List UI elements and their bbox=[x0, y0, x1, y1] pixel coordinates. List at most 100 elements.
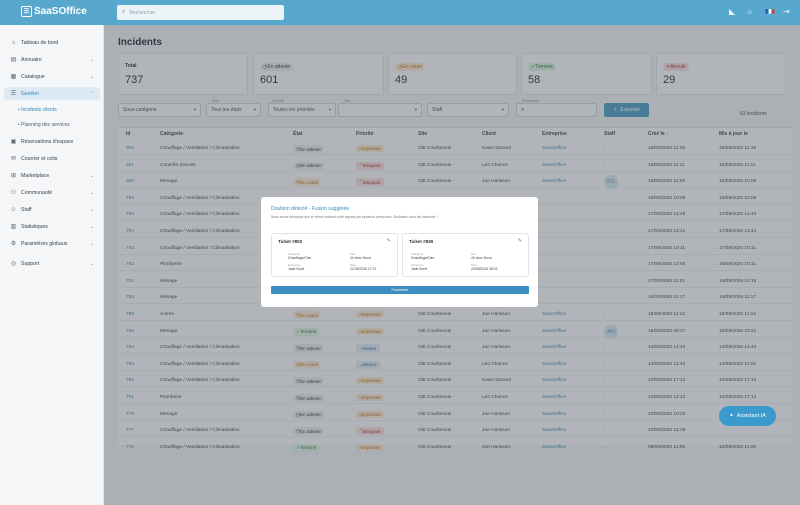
cell-id[interactable]: 778 bbox=[126, 411, 135, 417]
cell-ent[interactable]: SaaSOffice bbox=[542, 179, 567, 185]
col-header-priorite[interactable]: Priorité bbox=[356, 131, 374, 137]
stat-card-termine[interactable]: ✓ Terminé 58 bbox=[521, 53, 652, 95]
table-row[interactable] bbox=[118, 425, 792, 438]
subitem-planning-services[interactable]: • Planning des services bbox=[18, 122, 70, 128]
status-badge: ◷ En attente bbox=[260, 63, 294, 71]
stat-card-annule[interactable]: ✕ Annulé 29 bbox=[656, 53, 786, 95]
app-logo[interactable]: ☰ SaaSOffice bbox=[21, 6, 87, 17]
sidebar-item-dashboard[interactable]: ⌂ Tableau de bord bbox=[4, 36, 100, 49]
entreprise-search[interactable]: ⌕ bbox=[516, 103, 597, 117]
cell-id[interactable]: 781 bbox=[126, 395, 135, 400]
cell-ent[interactable]: SaaSOffice bbox=[542, 444, 567, 450]
logout-icon[interactable]: ⇥ bbox=[783, 7, 790, 16]
sidebar-item-marketplace[interactable]: ⊞ Marketplace ⌄ bbox=[4, 169, 100, 182]
sidebar-item-courrier[interactable]: ✉ Courrier et colis bbox=[4, 152, 100, 165]
sidebar-item-parametres[interactable]: ⚙ Paramètres globaux ⌄ bbox=[4, 237, 100, 250]
stat-card-en-attente[interactable]: ◷ En attente 601 bbox=[253, 53, 384, 95]
staff-select[interactable]: Staff ▾ bbox=[427, 103, 509, 117]
cell-ent[interactable]: SaaSOffice bbox=[542, 345, 567, 351]
merge-button[interactable]: Fusionner bbox=[271, 286, 529, 294]
cell-id[interactable]: 795 bbox=[126, 212, 135, 218]
subcategory-select[interactable]: Sous-catégorie ▾ bbox=[118, 103, 201, 117]
table-row[interactable] bbox=[118, 160, 792, 172]
sidebar-item-support[interactable]: ◎ Support ⌄ bbox=[4, 257, 100, 270]
cell-maj: 16/09/2026 10:19 bbox=[719, 278, 757, 284]
avatar[interactable]: AH bbox=[604, 324, 618, 339]
cell-ent[interactable]: SaaSOffice bbox=[542, 146, 567, 151]
col-header-id[interactable]: Id bbox=[126, 131, 131, 137]
assistant-ia-button[interactable]: ✦ Assistant IA bbox=[719, 406, 776, 426]
col-header-site[interactable]: Site bbox=[418, 131, 428, 137]
cell-id[interactable]: 794 bbox=[126, 229, 135, 234]
table-row[interactable] bbox=[118, 442, 792, 454]
edit-icon[interactable]: ✎ bbox=[386, 238, 391, 244]
col-header-entreprise[interactable]: Entreprise bbox=[542, 131, 567, 137]
sidebar-item-statistiques[interactable]: ▥ Statistiques ⌄ bbox=[4, 220, 100, 233]
priority-icon: ≡ bbox=[359, 328, 362, 334]
priorite-select[interactable]: Toutes les priorités ▾ bbox=[268, 103, 336, 117]
cell-id[interactable]: 789 bbox=[126, 312, 135, 317]
col-header-categorie[interactable]: Catégorie bbox=[160, 131, 184, 137]
cell-id[interactable]: 784 bbox=[126, 345, 135, 351]
cell-ent[interactable]: SaaSOffice bbox=[542, 162, 567, 168]
stats-icon[interactable]: ◣ bbox=[729, 7, 736, 16]
field-key: Site bbox=[471, 252, 476, 256]
col-header-maj[interactable]: Mis à jour le bbox=[719, 131, 748, 137]
etat-select[interactable]: Tous les états ▾ bbox=[206, 103, 261, 117]
subitem-incidents-clients[interactable]: • Incidents clients bbox=[18, 107, 57, 113]
sidebar-item-reservations[interactable]: ▣ Réservations d'espace bbox=[4, 135, 100, 148]
sidebar-item-catalogue[interactable]: ▦ Catalogue ⌄ bbox=[4, 70, 100, 83]
table-row[interactable] bbox=[118, 359, 792, 371]
sidebar-item-communaute[interactable]: ⚇ Communauté ⌄ bbox=[4, 186, 100, 199]
sidebar-item-annuaire[interactable]: ▤ Annuaire ⌄ bbox=[4, 53, 100, 66]
cell-maj: 16/09/2026 11:17 bbox=[719, 295, 756, 301]
edit-icon[interactable]: ✎ bbox=[517, 238, 522, 244]
cell-id[interactable]: 777 bbox=[126, 428, 135, 434]
export-button[interactable]: ⇩ Exporter bbox=[604, 103, 649, 117]
col-header-client[interactable]: Client bbox=[482, 131, 496, 137]
cell-id[interactable]: 791 bbox=[126, 278, 135, 284]
table-row[interactable] bbox=[118, 326, 792, 338]
ticket-card[interactable]: Ticket #839 ✎ Catégorie Chauffage/Clim S… bbox=[402, 233, 529, 277]
cell-id[interactable]: 783 bbox=[126, 361, 135, 367]
cell-ent[interactable]: SaaSOffice bbox=[542, 411, 567, 417]
table-row[interactable] bbox=[118, 176, 792, 189]
sidebar-item-gestion[interactable]: ☰ Gestion ⌃ bbox=[4, 87, 100, 100]
cell-ent[interactable]: SaaSOffice bbox=[542, 395, 567, 400]
flag-fr-icon[interactable]: ▮▮▮ bbox=[765, 9, 775, 15]
cell-id[interactable]: 782 bbox=[126, 378, 135, 384]
table-row[interactable] bbox=[118, 309, 792, 321]
search-input[interactable]: ⌕ Rechercher bbox=[117, 5, 284, 20]
table-row[interactable] bbox=[118, 409, 792, 421]
status-icon: ◷ bbox=[296, 411, 301, 417]
cell-id[interactable]: 801 bbox=[126, 162, 135, 168]
site-select[interactable]: ▾ bbox=[338, 103, 422, 117]
avatar[interactable]: FG bbox=[604, 175, 618, 190]
col-header-etat[interactable]: État bbox=[293, 131, 303, 137]
cell-ent[interactable]: SaaSOffice bbox=[542, 361, 567, 367]
catalog-icon: ▦ bbox=[10, 74, 17, 80]
cell-ent[interactable]: SaaSOffice bbox=[542, 428, 567, 434]
table-row[interactable] bbox=[118, 392, 792, 404]
cell-id[interactable]: 800 bbox=[126, 179, 135, 185]
cell-ent[interactable]: SaaSOffice bbox=[542, 378, 567, 384]
cell-id[interactable]: 790 bbox=[126, 295, 135, 301]
stat-card-total[interactable]: Total 737 bbox=[118, 53, 248, 95]
stat-card-en-cours[interactable]: ◷ En cours 49 bbox=[388, 53, 517, 95]
cell-id[interactable]: 792 bbox=[126, 262, 135, 268]
col-header-cree[interactable]: Créé le ↓ bbox=[648, 131, 669, 137]
sidebar-item-staff[interactable]: ☺ Staff ⌄ bbox=[4, 203, 100, 216]
ticket-card[interactable]: Ticket #802 ✎ Catégorie Chauffage/Clim S… bbox=[271, 233, 398, 277]
col-header-staff[interactable]: Staff bbox=[604, 131, 616, 137]
cell-ent[interactable]: SaaSOffice bbox=[542, 312, 567, 317]
sun-icon[interactable]: ☼ bbox=[746, 7, 754, 16]
cell-id[interactable]: 776 bbox=[126, 444, 135, 450]
cell-id[interactable]: 793 bbox=[126, 245, 135, 251]
cell-id[interactable]: 785 bbox=[126, 328, 135, 334]
cell-id[interactable]: 799 bbox=[126, 195, 135, 201]
table-row[interactable] bbox=[118, 143, 792, 155]
cell-id[interactable]: 802 bbox=[126, 146, 135, 151]
cell-ent[interactable]: SaaSOffice bbox=[542, 328, 567, 334]
table-row[interactable] bbox=[118, 342, 792, 355]
table-row[interactable] bbox=[118, 375, 792, 388]
